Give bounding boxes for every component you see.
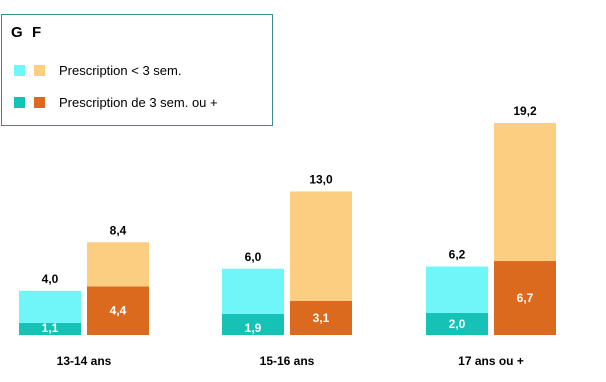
legend-group-g: G xyxy=(11,24,23,41)
label-g-total-0: 4,0 xyxy=(42,272,59,286)
bar-f-short-0 xyxy=(87,242,149,287)
category-label-1: 15-16 ans xyxy=(260,354,315,368)
label-g-total-2: 6,2 xyxy=(449,248,466,262)
category-label-0: 13-14 ans xyxy=(57,354,112,368)
bar-g-short-2 xyxy=(426,266,488,313)
legend-label-long: Prescription de 3 sem. ou + xyxy=(59,95,218,110)
bar-g-short-1 xyxy=(222,268,284,315)
label-f-long-1: 3,1 xyxy=(313,311,330,325)
legend-label-short: Prescription < 3 sem. xyxy=(59,63,182,78)
label-f-total-0: 8,4 xyxy=(110,223,127,237)
label-g-long-1: 1,9 xyxy=(245,321,262,335)
category-label-2: 17 ans ou + xyxy=(458,354,524,368)
bar-f-long-0 xyxy=(87,286,149,335)
bar-g-short-0 xyxy=(19,290,81,323)
legend-swatch-f-long xyxy=(34,97,45,108)
bar-f-short-1 xyxy=(290,191,352,301)
legend-swatch-f-short xyxy=(34,65,45,76)
bar-g-long-2 xyxy=(426,312,488,335)
legend-group-f: F xyxy=(32,24,42,41)
legend: G F Prescription < 3 sem. Prescription d… xyxy=(1,14,273,126)
bar-f-long-1 xyxy=(290,300,352,335)
bar-g-long-0 xyxy=(19,322,81,335)
legend-swatch-g-short xyxy=(14,65,25,76)
label-g-long-0: 1,1 xyxy=(42,321,59,335)
label-g-long-2: 2,0 xyxy=(449,317,466,331)
bar-f-long-2 xyxy=(494,261,556,335)
legend-swatch-g-long xyxy=(14,97,25,108)
label-g-total-1: 6,0 xyxy=(245,250,262,264)
bar-f-short-2 xyxy=(494,123,556,262)
label-f-total-2: 19,2 xyxy=(513,104,537,118)
bar-g-long-1 xyxy=(222,314,284,335)
label-f-total-1: 13,0 xyxy=(309,172,333,186)
label-f-long-0: 4,4 xyxy=(110,304,127,318)
label-f-long-2: 6,7 xyxy=(517,291,534,305)
